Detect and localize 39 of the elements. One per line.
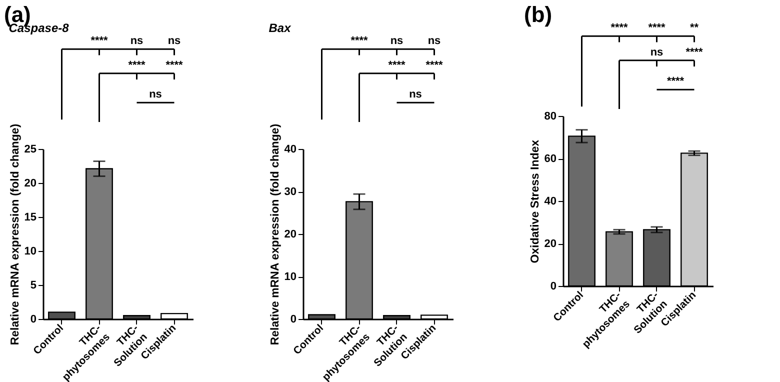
y-tick-label: 40 (284, 144, 296, 156)
chart-title: Bax (268, 21, 292, 36)
y-axis-title: Relative mRNA expression (fold change) (9, 124, 22, 346)
y-tick-label: 0 (30, 314, 36, 326)
text: (b) (524, 2, 552, 28)
text: ns (168, 35, 181, 48)
text: **** (166, 60, 184, 72)
text: ns (390, 35, 404, 48)
text: **** (648, 22, 666, 34)
text: **** (128, 60, 146, 72)
y-tick-label: 25 (24, 144, 36, 156)
y-tick-label: 10 (284, 271, 296, 283)
text: **** (350, 35, 369, 48)
y-tick-label: 0 (290, 314, 296, 326)
text: **** (426, 60, 444, 72)
y-tick-label: 30 (284, 186, 296, 198)
y-tick-label: 20 (544, 238, 556, 250)
y-tick-label: 20 (24, 178, 36, 190)
text: ns (650, 46, 664, 59)
text: **** (90, 35, 109, 48)
y-tick-label: 10 (24, 246, 36, 258)
text: **** (666, 76, 685, 88)
y-tick-label: 5 (30, 280, 36, 292)
text: ns (149, 88, 162, 101)
y-tick-label: 20 (284, 228, 296, 240)
y-axis-title: Oxidative Stress Index (529, 139, 542, 264)
y-tick-label: 15 (24, 212, 36, 224)
text: **** (686, 46, 704, 59)
text: ns (428, 35, 441, 48)
y-tick-label: 60 (544, 153, 556, 165)
text: ** (690, 22, 700, 34)
text: **** (388, 60, 406, 72)
y-tick-label: 0 (550, 280, 556, 292)
y-tick-label: 40 (544, 196, 556, 208)
text: ns (130, 35, 144, 48)
y-tick-label: 80 (544, 110, 556, 122)
y-axis-title: Relative mRNA expression (fold change) (269, 124, 282, 346)
text: **** (610, 22, 629, 34)
text: ns (409, 88, 422, 101)
